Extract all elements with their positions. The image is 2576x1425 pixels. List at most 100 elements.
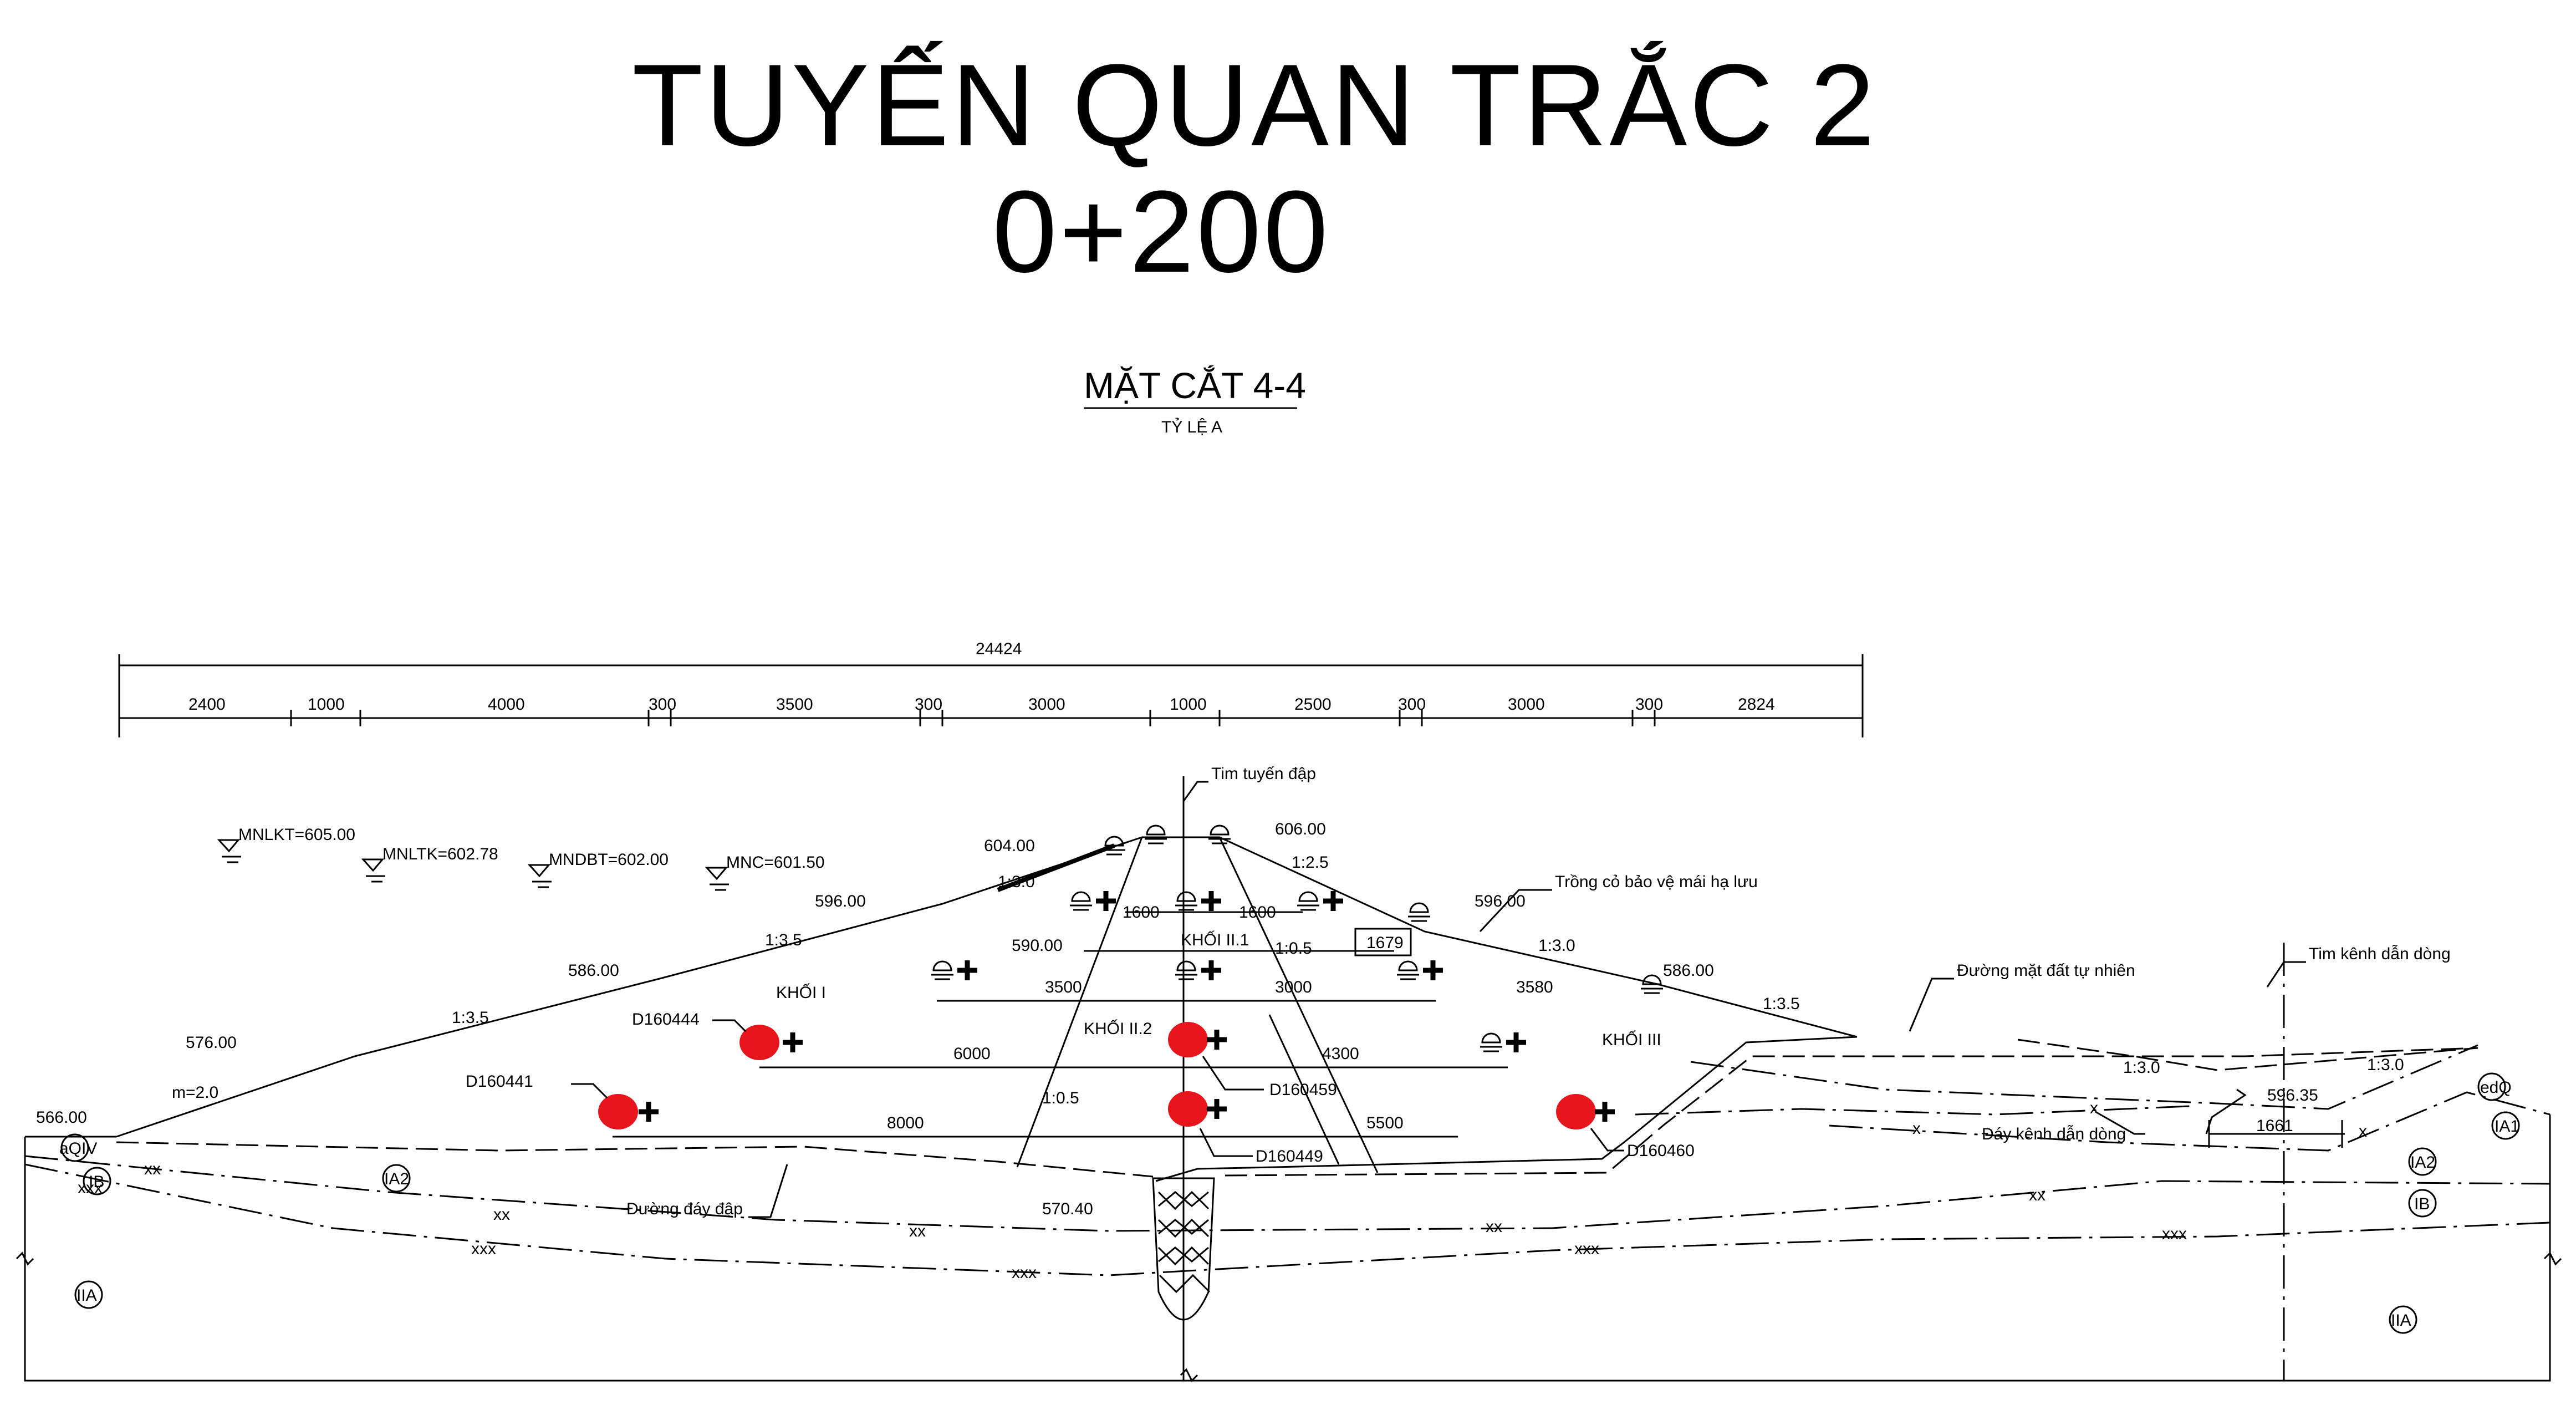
inner-dim: 4300: [1322, 1045, 1359, 1063]
dim-seg: 2824: [1738, 695, 1775, 714]
elev-label: 590.00: [1012, 937, 1063, 955]
settlement-plate-icon: [931, 960, 953, 980]
inner-dim: 1600: [1123, 903, 1160, 922]
plus-icon: [957, 960, 977, 980]
marker-x: x: [2359, 1122, 2367, 1141]
marker-xx: xx: [909, 1222, 926, 1240]
water-level-mnlkt: MNLKT=605.00: [238, 826, 355, 844]
slope-label: 1:3.0: [1538, 937, 1575, 955]
elev-label: 596.00: [815, 892, 866, 910]
plus-icon: [1506, 1032, 1526, 1052]
settlement-plate-icon: [1175, 891, 1197, 911]
zone-khoi-2-1: KHỐI II.1: [1181, 930, 1249, 949]
inner-dim: 3500: [1045, 978, 1082, 996]
plus-icon: [1595, 1102, 1615, 1122]
dim-seg: 1000: [1170, 695, 1207, 714]
zone-khoi-1: KHỐI I: [776, 983, 826, 1002]
callout-dam-bottom: Đường đáy đập: [626, 1200, 743, 1218]
elev-label: 586.00: [1663, 961, 1714, 980]
zone-labels: KHỐI I KHỐI II.1 KHỐI II.2 KHỐI III: [776, 930, 1661, 1049]
plus-icon: [1201, 960, 1221, 980]
inner-dim: 1600: [1239, 903, 1276, 922]
water-level-mnltk: MNLTK=602.78: [382, 845, 498, 863]
geo-badges: aQIV IB IA2 IIA edQ IA1 IA2 IB IIA: [59, 1072, 2520, 1334]
plus-icon: [1207, 1030, 1227, 1050]
marker-xxx: xxx: [78, 1179, 103, 1197]
zone-khoi-3: KHỐI III: [1602, 1030, 1661, 1049]
section-name: MẶT CẮT 4-4: [1084, 365, 1306, 406]
piezometer-d160460[interactable]: [1556, 1094, 1596, 1129]
slope-label: 1:3.5: [765, 931, 802, 949]
geo-ib: IB: [89, 1173, 104, 1191]
dim-seg: 300: [1398, 695, 1426, 714]
crest-marker-icon: [1103, 836, 1125, 856]
slope-label: 1:3.5: [452, 1009, 489, 1027]
dim-seg: 2400: [188, 695, 226, 714]
callout-channel-bottom: Đáy kênh dẫn dòng: [1982, 1125, 2126, 1143]
elev-label: 596.35: [2267, 1086, 2318, 1105]
geo-ia2: IA2: [384, 1170, 409, 1188]
slope-label: 1:3.0: [2123, 1058, 2160, 1077]
slope-labels: 1:3.0 1:3.5 1:3.5 m=2.0 1:2.5 1:3.0 1:3.…: [172, 853, 2404, 1107]
elev-label: 604.00: [984, 837, 1035, 855]
marker-xx: xx: [493, 1205, 510, 1224]
dim-seg: 3000: [1028, 695, 1065, 714]
dim-seg: 2500: [1294, 695, 1332, 714]
piezometer-d160444[interactable]: [739, 1025, 779, 1060]
settlement-plate-icon: [1175, 960, 1197, 980]
piezometer-d160441[interactable]: [598, 1094, 638, 1129]
geo-ia2-right: IA2: [2410, 1153, 2435, 1172]
slope-label: m=2.0: [172, 1083, 218, 1102]
water-level-mndbt: MNDBT=602.00: [549, 851, 669, 869]
piezometer-d160449[interactable]: [1168, 1091, 1208, 1127]
section-scale: TỶ LỆ A: [1161, 418, 1222, 436]
elev-label: 576.00: [186, 1034, 237, 1052]
inner-dim: 1661: [2256, 1117, 2293, 1135]
water-level-mnc: MNC=601.50: [726, 853, 825, 872]
dim-total: 24424: [976, 640, 1022, 658]
geo-ib-right: IB: [2414, 1195, 2430, 1213]
dim-seg: 300: [1635, 695, 1663, 714]
drawing-station: 0+200: [992, 166, 1330, 297]
crest-marker-icon: [1145, 825, 1167, 844]
slope-label: 1:3.0: [998, 873, 1035, 891]
settlement-plate-icon: [1480, 1032, 1502, 1052]
geo-ia1: IA1: [2495, 1117, 2519, 1136]
plus-icon: [1096, 891, 1116, 911]
crest-marker-icon: [1641, 974, 1663, 994]
crest-marker-icon: [1408, 902, 1430, 922]
settlement-plate-icon: [1397, 960, 1419, 980]
inner-dimensions: 1600 1600 1679 3500 3000 3580 6000 4300 …: [887, 903, 2293, 1135]
marker-xxx: xxx: [2162, 1225, 2187, 1243]
marker-xxx: xxx: [471, 1240, 496, 1258]
elev-label: 586.00: [568, 961, 619, 980]
marker-x: x: [1912, 1119, 1921, 1138]
geo-edq: edQ: [2480, 1078, 2512, 1097]
dim-seg: 3500: [776, 695, 813, 714]
slope-label: 1:3.5: [1763, 995, 1800, 1013]
inner-dim: 1679: [1366, 934, 1404, 952]
plus-icon: [1201, 891, 1221, 911]
callout-dam-axis: Tim tuyến đập: [1211, 765, 1316, 783]
callouts: Tim tuyến đập Trồng cỏ bảo vệ mái hạ lưu…: [626, 765, 2451, 1381]
instrument-label: D160441: [466, 1072, 533, 1091]
elev-label: 606.00: [1275, 820, 1326, 838]
piezometer-d160459[interactable]: [1168, 1022, 1208, 1057]
geo-iia-right: IIA: [2391, 1311, 2411, 1330]
drawing-title: TUYẾN QUAN TRẮC 2: [632, 40, 1877, 170]
geo-aqiv: aQIV: [59, 1139, 97, 1158]
plus-icon: [1207, 1099, 1227, 1119]
plus-icon: [1423, 960, 1443, 980]
inner-dim: 5500: [1366, 1114, 1404, 1132]
crest-marker-icon: [1208, 825, 1231, 844]
slope-label: 1:2.5: [1292, 853, 1329, 872]
callout-channel-axis: Tim kênh dẫn dòng: [2309, 945, 2451, 963]
inner-dim: 3000: [1275, 978, 1312, 996]
cutoff-trench: [1152, 1177, 1215, 1321]
marker-x: x: [2090, 1099, 2098, 1117]
dimension-chain: 24424 2400 1000 4000 300 3500 300 3000 1…: [118, 640, 1864, 737]
survey-points: [639, 825, 1663, 1122]
elevation-marks: 604.00 606.00 596.00 596.00 590.00 586.0…: [36, 820, 2318, 1218]
instruments: D160444 D160441 D160459 D160449 D160460: [466, 1010, 1695, 1166]
